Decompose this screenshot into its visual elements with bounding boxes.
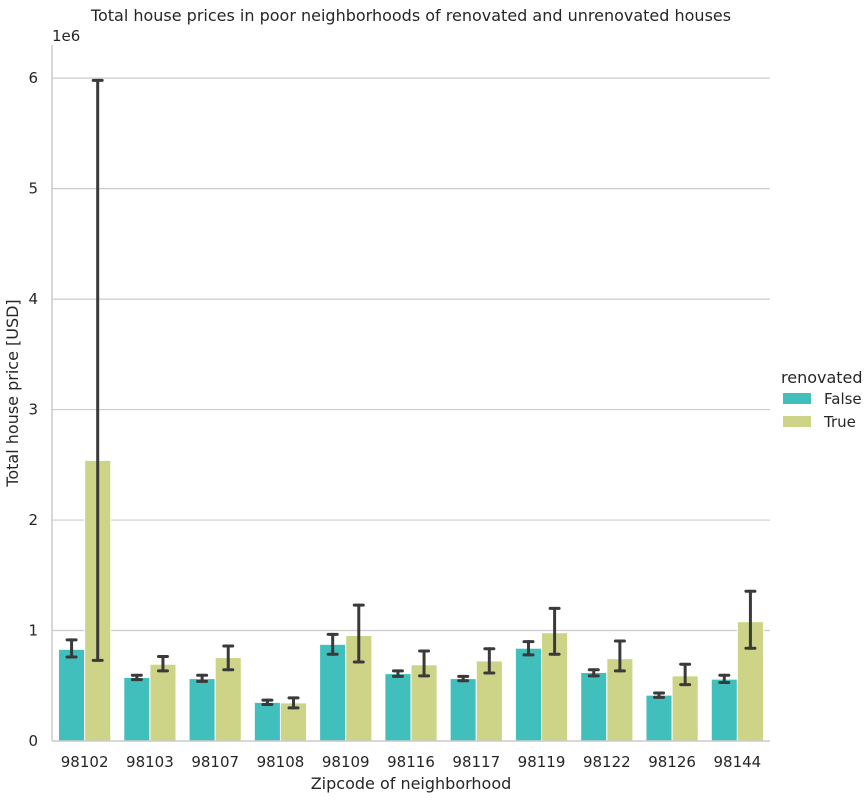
bar-98107-true	[214, 657, 242, 742]
y-tick-label-0: 0	[28, 732, 38, 750]
x-axis-label: Zipcode of neighborhood	[311, 774, 512, 793]
y-offset-label: 1e6	[52, 27, 80, 45]
gridlines	[52, 77, 770, 632]
x-tick-label-98126: 98126	[648, 753, 696, 771]
bar-98109-false	[319, 643, 347, 742]
y-tick-label-4: 4	[28, 290, 38, 308]
bar-98107-false	[188, 678, 216, 742]
x-tick-label-98117: 98117	[452, 753, 500, 771]
bar-98126-false	[645, 694, 673, 742]
y-tick-label-5: 5	[28, 180, 38, 198]
x-tick-label-98108: 98108	[257, 753, 305, 771]
chart-title: Total house prices in poor neighborhoods…	[90, 6, 731, 25]
y-tick-label-3: 3	[28, 401, 38, 419]
bar-98116-true	[410, 664, 438, 742]
x-tick-label-98119: 98119	[518, 753, 566, 771]
y-tick-label-1: 1	[28, 622, 38, 640]
x-tick-labels: 98102 98103 98107 98108 98109 98116 98117 98119…	[61, 753, 761, 771]
bar-98108-false	[253, 701, 281, 742]
bar-98116-false	[384, 673, 412, 742]
legend-label-false: False	[824, 390, 862, 408]
legend-title: renovated	[781, 368, 863, 387]
bar-98103-true	[149, 663, 177, 742]
bar-98103-false	[123, 676, 151, 742]
x-tick-label-98103: 98103	[126, 753, 174, 771]
y-axis-label: Total house price [USD]	[3, 299, 22, 487]
x-tick-label-98109: 98109	[322, 753, 370, 771]
x-tick-label-98102: 98102	[61, 753, 109, 771]
legend-label-true: True	[823, 413, 856, 431]
x-tick-label-98122: 98122	[583, 753, 631, 771]
legend-swatch-true	[783, 416, 811, 427]
legend: renovated False True	[781, 368, 863, 431]
x-tick-label-98116: 98116	[387, 753, 435, 771]
bar-98122-true	[606, 658, 634, 742]
bar-98102-false	[58, 648, 86, 742]
bar-98144-false	[710, 678, 738, 742]
x-tick-label-98107: 98107	[191, 753, 239, 771]
bars	[58, 459, 764, 742]
y-tick-labels: 0 1 2 3 4 5 6	[28, 69, 38, 750]
bar-98117-false	[449, 678, 477, 742]
error-bars	[65, 78, 757, 710]
y-tick-label-2: 2	[28, 511, 38, 529]
y-tick-label-6: 6	[28, 69, 38, 87]
bar-98122-false	[580, 672, 608, 742]
axes	[51, 45, 770, 742]
x-tick-label-98144: 98144	[714, 753, 762, 771]
legend-swatch-false	[783, 393, 811, 404]
bar-98119-false	[514, 647, 543, 742]
